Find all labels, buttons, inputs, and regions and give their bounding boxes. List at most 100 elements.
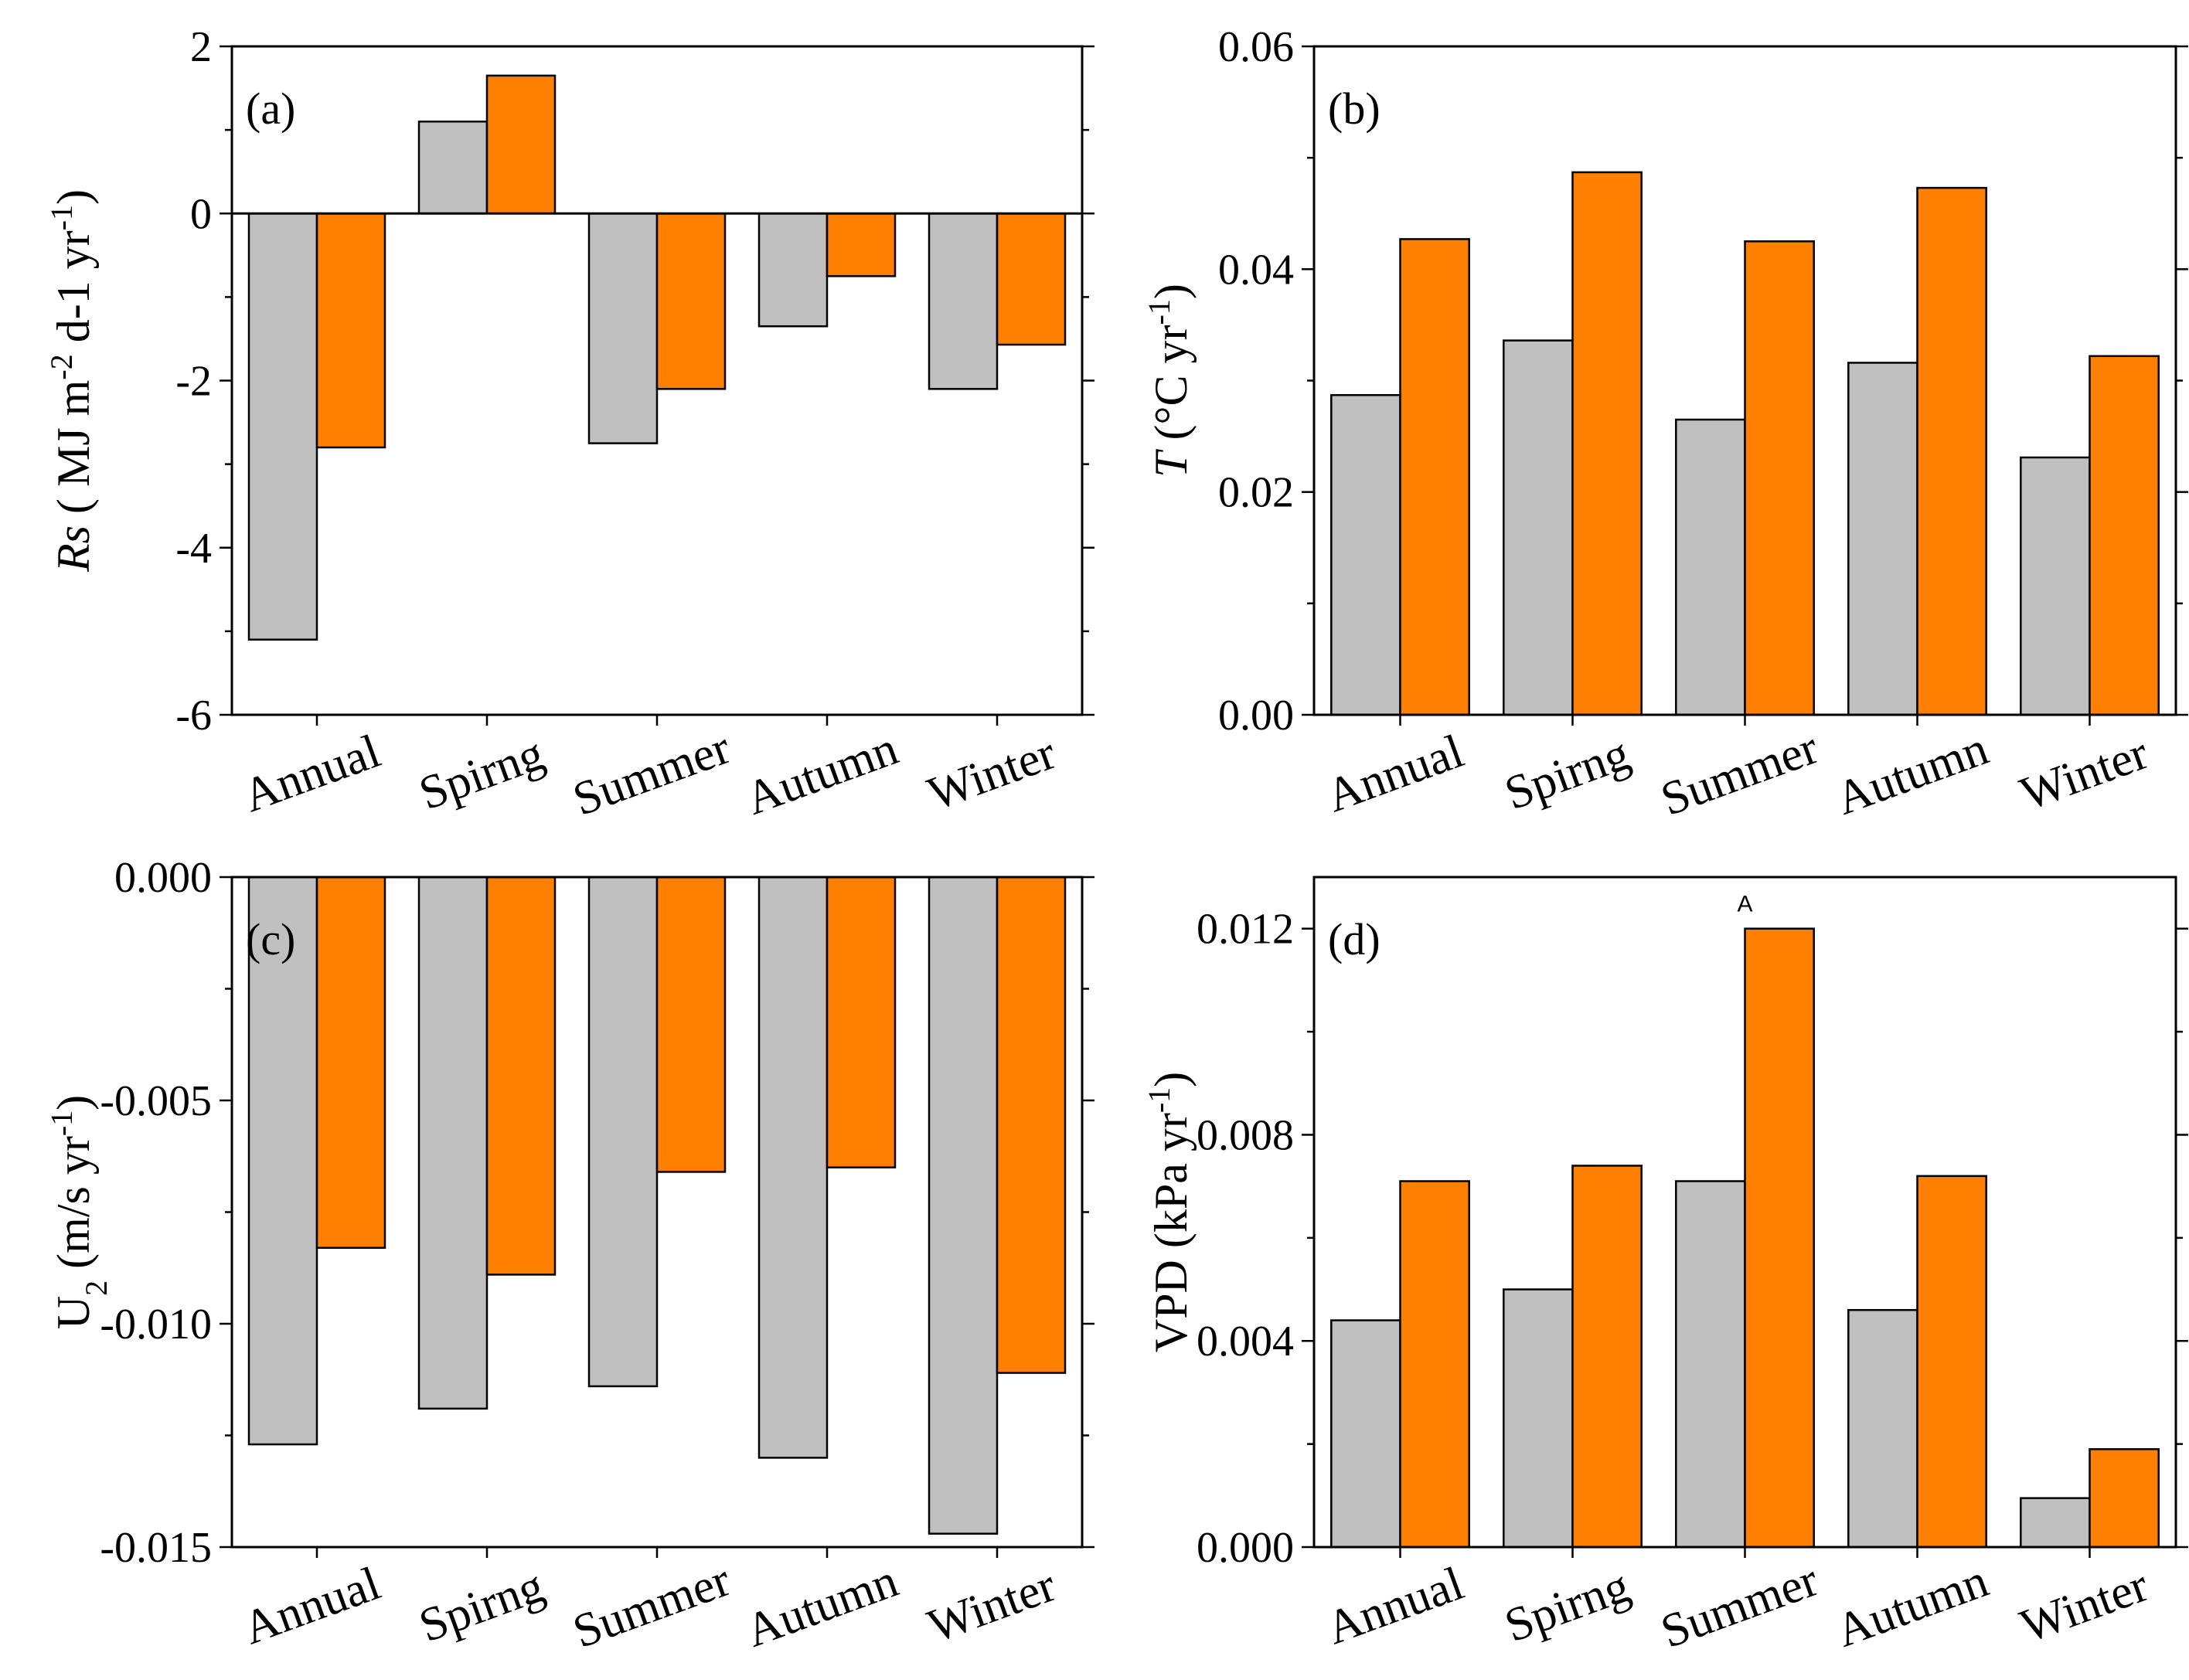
bar-a-series1-annual: [247, 213, 318, 641]
bar-c-series2-autumn: [826, 876, 897, 1168]
y-axis-title-sup: -1: [44, 205, 79, 230]
y-axis-title-italic: Rs: [48, 525, 99, 573]
y-axis-title-text: U: [48, 1296, 99, 1329]
y-tick-label-a: -6: [175, 692, 212, 740]
x-tick-label-d-summer: Summer: [1654, 1553, 1825, 1658]
x-tick-label-d-spirng: Spirng: [1498, 1559, 1636, 1652]
bar-c-series1-annual: [247, 876, 318, 1446]
bar-b-series1-summer: [1675, 418, 1746, 716]
bar-d-series2-spirng: [1571, 1165, 1643, 1549]
bar-a-series1-summer: [587, 213, 659, 444]
x-tick-label-a-autumn: Autumn: [739, 723, 904, 825]
x-tick-label-b-autumn: Autumn: [1830, 723, 1995, 825]
x-tick-label-b-annual: Annual: [1319, 725, 1470, 822]
y-axis-title-d: VPD (kPa yr-1): [1142, 1072, 1197, 1352]
x-tick-label-a-summer: Summer: [567, 721, 737, 826]
bar-b-series2-annual: [1399, 238, 1470, 716]
bar-d-series1-spirng: [1503, 1288, 1574, 1549]
y-tick-label-b: 0.00: [1218, 692, 1294, 740]
y-tick-label-c: 0.000: [114, 854, 212, 902]
panel-label-d: (d): [1328, 914, 1380, 964]
y-tick-label-d: 0.004: [1197, 1318, 1294, 1365]
y-axis-title-c: U2 (m/s yr-1): [44, 1095, 114, 1329]
x-tick-label-d-winter: Winter: [2014, 1559, 2155, 1653]
y-axis-title-text: ): [48, 1095, 99, 1110]
y-tick-label-d: 0.012: [1197, 906, 1294, 954]
panel-label-a: (a): [246, 83, 295, 134]
plot-frame-a: [230, 45, 1084, 716]
bar-a-series2-annual: [315, 213, 386, 449]
bar-b-series1-autumn: [1847, 362, 1918, 716]
x-tick-label-d-autumn: Autumn: [1830, 1555, 1995, 1658]
bar-b-series2-spirng: [1571, 171, 1643, 716]
y-tick-label-b: 0.04: [1218, 246, 1294, 294]
panel-label-b: (b): [1328, 83, 1380, 134]
bar-c-series1-summer: [587, 876, 659, 1388]
y-axis-title-text: d-1 yr: [48, 230, 99, 354]
bar-d-series2-annual: [1399, 1180, 1470, 1549]
bar-d-series1-annual: [1330, 1319, 1401, 1549]
y-axis-title-text: ): [48, 189, 99, 205]
y-tick-label-b: 0.06: [1218, 23, 1294, 71]
bar-d-series2-summer: [1744, 927, 1815, 1549]
bar-d-series2-autumn: [1916, 1175, 1987, 1549]
bar-b-series1-spirng: [1503, 339, 1574, 716]
x-tick-label-a-annual: Annual: [237, 725, 387, 822]
bar-a-series2-spirng: [485, 74, 557, 215]
bar-d-series1-autumn: [1847, 1308, 1918, 1549]
bar-d-series1-summer: [1675, 1180, 1746, 1549]
y-tick-label-c: -0.010: [100, 1301, 212, 1348]
bar-c-series2-annual: [315, 876, 386, 1249]
y-tick-label-a: -4: [175, 525, 212, 573]
y-tick-label-d: 0.008: [1197, 1111, 1294, 1159]
bar-a-series1-winter: [928, 213, 999, 390]
x-tick-label-a-spirng: Spirng: [413, 727, 551, 820]
bar-c-series1-autumn: [757, 876, 829, 1459]
y-axis-title-italic: T: [1146, 449, 1197, 478]
bar-a-series1-spirng: [417, 121, 489, 215]
y-axis-title-text: ): [1146, 1072, 1197, 1087]
bar-a-series1-autumn: [757, 213, 829, 328]
bar-c-series2-winter: [996, 876, 1067, 1374]
bar-c-series2-summer: [655, 876, 727, 1173]
bar-b-series1-winter: [2020, 456, 2091, 716]
y-axis-title-text: ( MJ m: [48, 380, 99, 525]
y-axis-title-text: VPD (kPa yr: [1146, 1113, 1197, 1352]
x-tick-label-c-spirng: Spirng: [413, 1559, 551, 1652]
x-tick-label-c-summer: Summer: [567, 1553, 737, 1658]
bar-a-series2-autumn: [826, 213, 897, 277]
y-tick-label-b: 0.02: [1218, 469, 1294, 517]
y-tick-label-a: 0: [190, 190, 212, 238]
y-tick-label-a: -2: [175, 358, 212, 406]
y-tick-label-c: -0.005: [100, 1077, 212, 1125]
plot-frame-d: [1312, 876, 2177, 1549]
y-tick-label-a: 2: [190, 23, 212, 71]
bar-a-series2-winter: [996, 213, 1067, 346]
annotation-d: A: [1737, 892, 1752, 917]
bar-d-series2-winter: [2089, 1448, 2160, 1549]
bar-b-series2-autumn: [1916, 186, 1987, 716]
x-tick-label-c-autumn: Autumn: [739, 1555, 904, 1658]
y-tick-label-c: -0.015: [100, 1524, 212, 1572]
bar-b-series1-annual: [1330, 393, 1401, 716]
panel-a: Annual Spirng Summer Autumn Winter 2 0 -2 -4 -6 (a…: [44, 23, 1094, 826]
x-tick-label-b-winter: Winter: [2014, 726, 2155, 821]
bar-c-series2-spirng: [485, 876, 557, 1276]
panel-d: Annual Spirng Summer Autumn Winter 0.012 0.008…: [1142, 876, 2188, 1658]
y-axis-title-text: (m/s yr: [48, 1136, 99, 1280]
y-axis-title-sup: -1: [1142, 1087, 1176, 1113]
plot-frame-c: [230, 876, 1084, 1549]
x-tick-label-a-winter: Winter: [921, 726, 1063, 821]
x-tick-label-c-annual: Annual: [237, 1557, 387, 1654]
panel-c: Annual Spirng Summer Autumn Winter 0.000 -0.00…: [44, 854, 1094, 1658]
y-axis-title-text: (°C yr: [1146, 325, 1197, 451]
bar-b-series2-winter: [2089, 355, 2160, 716]
y-axis-title-text: ): [1146, 284, 1197, 299]
bar-c-series1-spirng: [417, 876, 489, 1410]
x-tick-label-d-annual: Annual: [1319, 1557, 1470, 1654]
x-tick-label-b-spirng: Spirng: [1498, 727, 1636, 820]
bar-d-series1-winter: [2020, 1497, 2091, 1549]
panel-b: Annual Spirng Summer Autumn Winter 0.06 0.04 0.…: [1142, 23, 2188, 826]
bar-b-series2-summer: [1744, 240, 1815, 716]
